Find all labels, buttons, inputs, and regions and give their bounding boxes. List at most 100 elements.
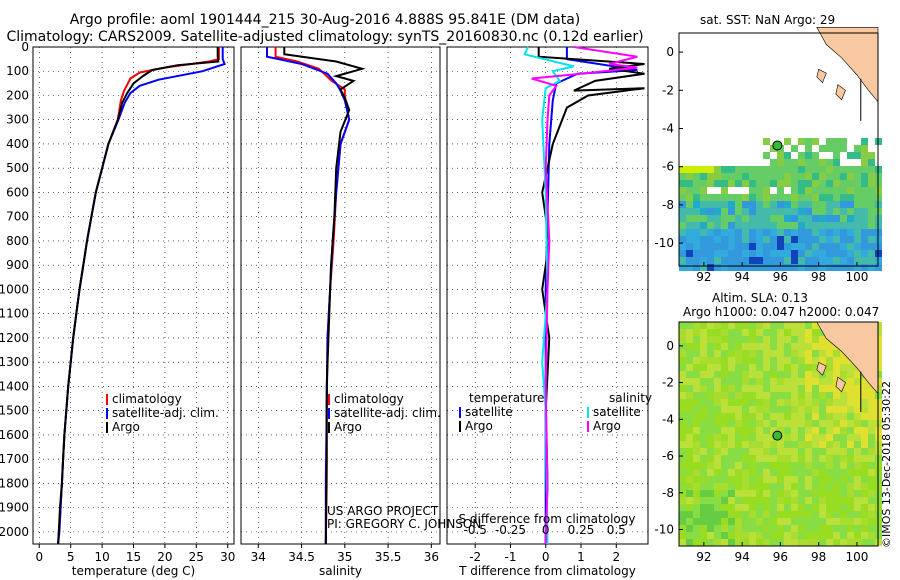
sst-map-cell (686, 173, 693, 180)
sla-map-cell (833, 399, 840, 406)
sla-map-cell (798, 329, 805, 336)
diff-x-tick-label: -2 (469, 550, 481, 564)
sst-map-cell (840, 229, 847, 236)
sla-map-cell (784, 469, 791, 476)
sst-map-cell (791, 229, 798, 236)
sst-map-cell (826, 173, 833, 180)
sla-map-cell (721, 322, 728, 329)
sla-map-cell (756, 504, 763, 511)
sla-map-cell (749, 469, 756, 476)
sla-map-cell (686, 504, 693, 511)
diff-series-t-argo (537, 47, 645, 545)
sla-map-cell (735, 511, 742, 518)
sla-map-cell (833, 441, 840, 448)
sst-map-cell (777, 180, 784, 187)
project-credit: US ARGO PROJECT (327, 504, 439, 518)
sst-map-cell (756, 194, 763, 201)
sla-map-cell (749, 420, 756, 427)
sla-map-cell (812, 343, 819, 350)
temp-x-tick-label: 20 (157, 550, 172, 564)
sla-map-cell (812, 392, 819, 399)
sla-map-cell (812, 518, 819, 525)
sla-map-cell (847, 476, 854, 483)
sla-map-cell (763, 469, 770, 476)
sst-map-cell (686, 243, 693, 250)
sla-map-cell (728, 350, 735, 357)
sst-map-cell (777, 152, 784, 159)
sla-map-cell (826, 434, 833, 441)
sla-map-cell (707, 378, 714, 385)
sla-map-cell (826, 490, 833, 497)
sla-map-cell (861, 476, 868, 483)
sla-map-cell (763, 539, 770, 546)
sst-map-cell (840, 215, 847, 222)
sst-map-cell (721, 264, 728, 271)
sla-map-cell (756, 518, 763, 525)
sla-map-cell (763, 350, 770, 357)
sla-map-cell (749, 539, 756, 546)
sst-map-cell (707, 257, 714, 264)
sst-map-cell (749, 208, 756, 215)
sla-map-cell (749, 441, 756, 448)
sst-map-cell (693, 243, 700, 250)
sla-map-cell (693, 413, 700, 420)
temp-legend-label: climatology (112, 392, 182, 406)
sla-map-cell (770, 322, 777, 329)
sla-map-cell (868, 483, 875, 490)
sla-map-cell (833, 357, 840, 364)
figure-title-line-2: Climatology: CARS2009. Satellite-adjuste… (6, 29, 644, 45)
sst-map-cell (777, 159, 784, 166)
sst-map-cell (854, 250, 861, 257)
sla-map-cell (763, 406, 770, 413)
sla-map-cell (784, 434, 791, 441)
sla-map-x-tick-label: 98 (811, 550, 826, 564)
sal-legend-label: Argo (334, 420, 362, 434)
sst-map-cell (721, 208, 728, 215)
sst-map-cell (749, 236, 756, 243)
sla-map-cell (735, 322, 742, 329)
sla-map-cell (819, 406, 826, 413)
sla-map-cell (728, 448, 735, 455)
sla-map-cell (868, 399, 875, 406)
depth-tick-label: 900 (6, 258, 29, 272)
sla-map-cell (749, 504, 756, 511)
sst-map-cell (728, 229, 735, 236)
sst-map-cell (791, 215, 798, 222)
sla-map-cell (693, 476, 700, 483)
sst-map-cell (861, 173, 868, 180)
sla-map-cell (735, 399, 742, 406)
sst-map-cell (861, 236, 868, 243)
sst-map-cell (770, 243, 777, 250)
sla-map-cell (784, 420, 791, 427)
sla-map-cell (756, 441, 763, 448)
sla-map-cell (826, 413, 833, 420)
sst-map-cell (784, 243, 791, 250)
sla-map-cell (770, 427, 777, 434)
sla-map-cell (791, 483, 798, 490)
sst-map-cell (854, 215, 861, 222)
sst-map-cell (854, 166, 861, 173)
sla-map-cell (728, 392, 735, 399)
sst-map-cell (819, 257, 826, 264)
sla-map-cell (840, 469, 847, 476)
sla-map-cell (840, 455, 847, 462)
sla-map-cell (770, 539, 777, 546)
sst-map-cell (861, 152, 868, 159)
sla-map-cell (707, 525, 714, 532)
sla-map-cell (756, 392, 763, 399)
sla-map-cell (833, 511, 840, 518)
sst-map-cell (735, 264, 742, 271)
sla-map-cell (868, 441, 875, 448)
sla-map-cell (791, 371, 798, 378)
sla-map-cell (749, 322, 756, 329)
sst-map-cell (847, 187, 854, 194)
sla-map-cell (805, 322, 812, 329)
sst-map-cell (833, 159, 840, 166)
sst-map-cell (707, 236, 714, 243)
sla-map-cell (756, 336, 763, 343)
sla-map-cell (686, 490, 693, 497)
sla-map-cell (756, 329, 763, 336)
sla-map-cell (826, 497, 833, 504)
sla-map-cell (742, 476, 749, 483)
sst-map-cell (861, 159, 868, 166)
